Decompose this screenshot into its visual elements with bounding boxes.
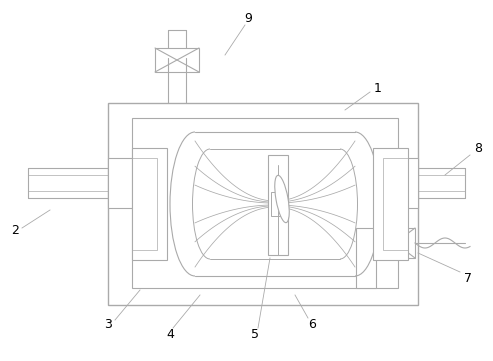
Bar bbox=[155, 48, 199, 72]
Bar bbox=[373, 148, 408, 260]
Text: 2: 2 bbox=[11, 223, 19, 236]
Bar bbox=[132, 148, 167, 260]
Bar bbox=[268, 155, 288, 255]
Text: 4: 4 bbox=[166, 329, 174, 342]
Text: 1: 1 bbox=[374, 82, 382, 95]
Text: 7: 7 bbox=[464, 271, 472, 284]
Bar bbox=[108, 103, 418, 305]
Text: 6: 6 bbox=[308, 318, 316, 331]
Bar bbox=[108, 158, 132, 208]
Bar bbox=[394, 158, 418, 208]
Bar bbox=[132, 118, 398, 288]
Bar bbox=[271, 192, 285, 216]
Text: 5: 5 bbox=[251, 329, 259, 342]
Bar bbox=[383, 158, 408, 250]
Bar bbox=[132, 158, 157, 250]
Bar bbox=[375, 228, 415, 258]
Text: 3: 3 bbox=[104, 318, 112, 331]
Text: 9: 9 bbox=[244, 12, 252, 25]
Bar bbox=[356, 228, 376, 288]
Ellipse shape bbox=[275, 175, 289, 223]
Text: 8: 8 bbox=[474, 142, 482, 155]
